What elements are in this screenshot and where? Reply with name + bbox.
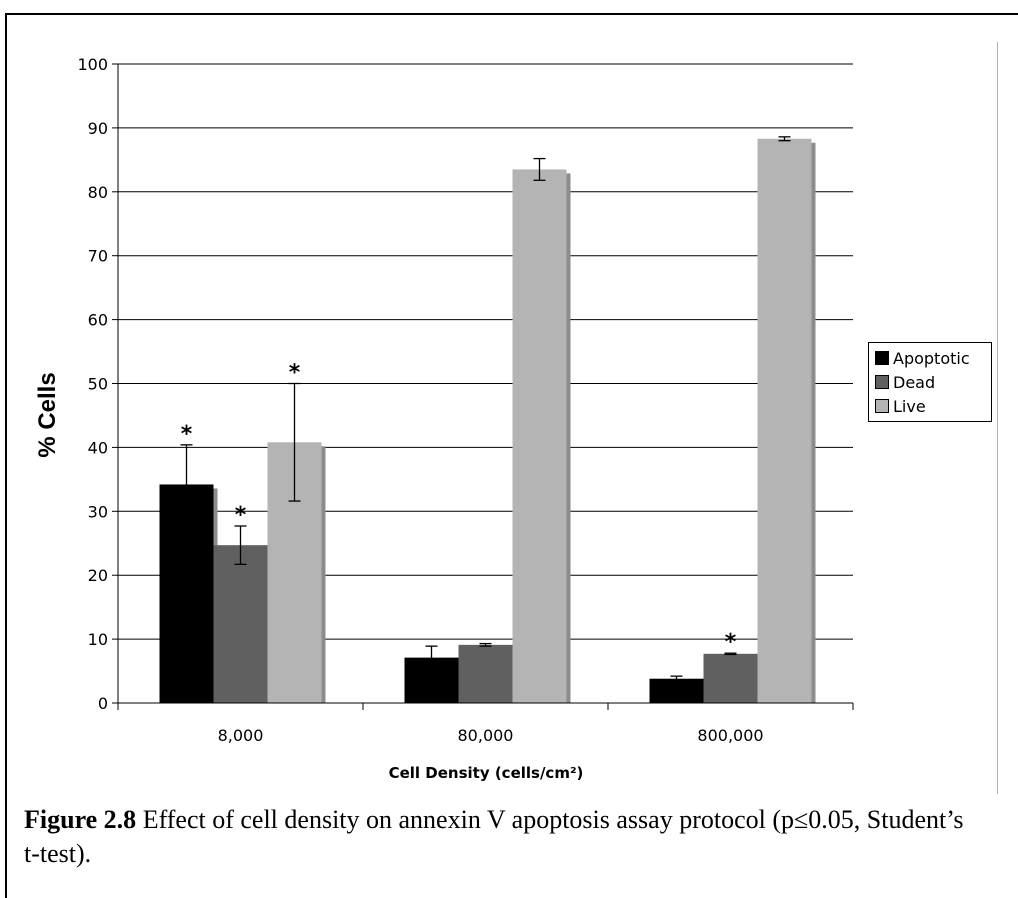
- chart-legend: Apoptotic Dead Live: [868, 342, 992, 422]
- y-tick-label: 30: [88, 502, 108, 521]
- legend-item-dead: Dead: [875, 370, 991, 394]
- legend-swatch: [875, 351, 889, 365]
- y-tick-label: 10: [88, 630, 108, 649]
- legend-label: Apoptotic: [893, 348, 970, 368]
- y-tick-label: 60: [88, 311, 108, 330]
- x-tick-label: 80,000: [458, 726, 514, 745]
- significance-asterisk: *: [235, 503, 247, 528]
- y-tick-label: 40: [88, 438, 108, 457]
- legend-item-apoptotic: Apoptotic: [875, 346, 991, 370]
- frame-top-border: [5, 13, 1018, 15]
- y-tick-label: 50: [88, 375, 108, 394]
- error-bars: [180, 136, 791, 682]
- x-axis-label: Cell Density (cells/cm²): [389, 764, 584, 782]
- y-tick-label: 90: [88, 119, 108, 138]
- frame-right-divider: [997, 42, 998, 794]
- significance-asterisk: *: [725, 630, 737, 655]
- legend-label: Live: [893, 396, 926, 416]
- bar-live: [512, 169, 567, 703]
- bar-chart: * * * * 0 10 20 30 40 50 60 70 80 90 100 8,000 80,000 80…: [34, 55, 854, 782]
- legend-label: Dead: [893, 372, 936, 392]
- figure-caption: Figure 2.8 Effect of cell density on ann…: [24, 803, 984, 871]
- y-axis-label: % Cells: [34, 372, 61, 457]
- x-tick-label: 800,000: [697, 726, 763, 745]
- y-tick-label: 0: [98, 694, 108, 713]
- bar-dead: [213, 545, 268, 703]
- tick-labels: 0 10 20 30 40 50 60 70 80 90 100 8,000 80,000 800,000: [77, 55, 763, 745]
- bar-live: [757, 138, 812, 703]
- axes: [112, 63, 854, 710]
- bar-dead: [458, 644, 513, 703]
- legend-swatch: [875, 399, 889, 413]
- bars: [159, 138, 812, 703]
- significance-markers: * * * *: [181, 361, 737, 656]
- significance-asterisk: *: [181, 422, 193, 447]
- y-tick-label: 20: [88, 566, 108, 585]
- legend-item-live: Live: [875, 394, 991, 418]
- bar-apoptotic: [649, 678, 704, 703]
- caption-label: Figure 2.8: [24, 805, 137, 834]
- legend-swatch: [875, 375, 889, 389]
- caption-text: Effect of cell density on annexin V apop…: [24, 805, 964, 868]
- y-tick-label: 80: [88, 183, 108, 202]
- bar-dead: [703, 653, 758, 703]
- y-tick-label: 100: [77, 55, 108, 74]
- significance-asterisk: *: [289, 361, 301, 386]
- x-tick-label: 8,000: [218, 726, 264, 745]
- y-tick-label: 70: [88, 247, 108, 266]
- frame-left-border: [5, 13, 7, 898]
